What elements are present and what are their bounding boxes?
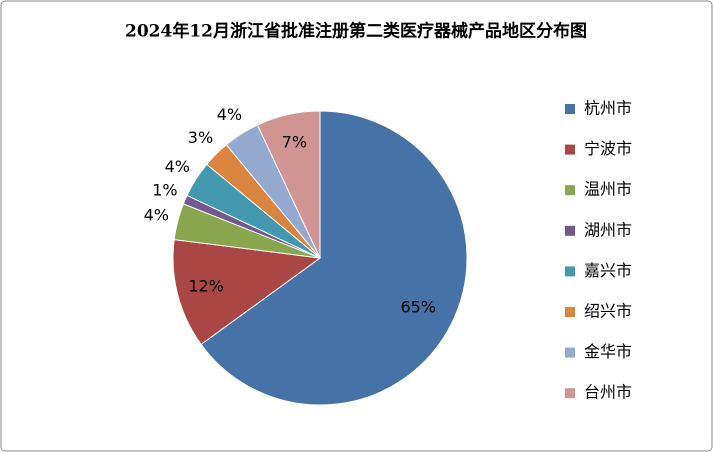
legend-marker xyxy=(565,225,575,236)
legend-marker xyxy=(565,104,575,114)
chart-title: 2024年12月浙江省批准注册第二类医疗器械产品地区分布图 xyxy=(125,21,587,42)
legend-marker xyxy=(565,185,575,196)
data-label: 4% xyxy=(165,157,190,176)
legend-marker xyxy=(565,266,575,277)
pie-slice xyxy=(172,239,322,346)
data-label: 65% xyxy=(400,298,436,317)
legend-marker xyxy=(565,144,575,155)
legend-marker xyxy=(565,347,575,358)
legend-label: 台州市 xyxy=(584,383,632,402)
legend-label: 宁波市 xyxy=(584,139,632,158)
data-label: 7% xyxy=(282,133,307,152)
data-label: 12% xyxy=(188,277,224,296)
legend-label: 杭州市 xyxy=(584,99,632,118)
legend-label: 温州市 xyxy=(584,180,632,199)
legend-label: 绍兴市 xyxy=(584,302,632,321)
data-label: 4% xyxy=(217,105,242,124)
legend-label: 湖州市 xyxy=(584,220,632,239)
pie-slice xyxy=(256,110,321,259)
legend-marker xyxy=(565,307,575,317)
legend-label: 金华市 xyxy=(584,342,632,361)
data-label: 3% xyxy=(188,128,213,147)
data-label: 4% xyxy=(144,205,169,224)
data-label: 1% xyxy=(152,180,177,199)
pie-slice xyxy=(200,110,468,406)
legend-marker xyxy=(565,388,575,399)
legend-label: 嘉兴市 xyxy=(584,261,632,280)
